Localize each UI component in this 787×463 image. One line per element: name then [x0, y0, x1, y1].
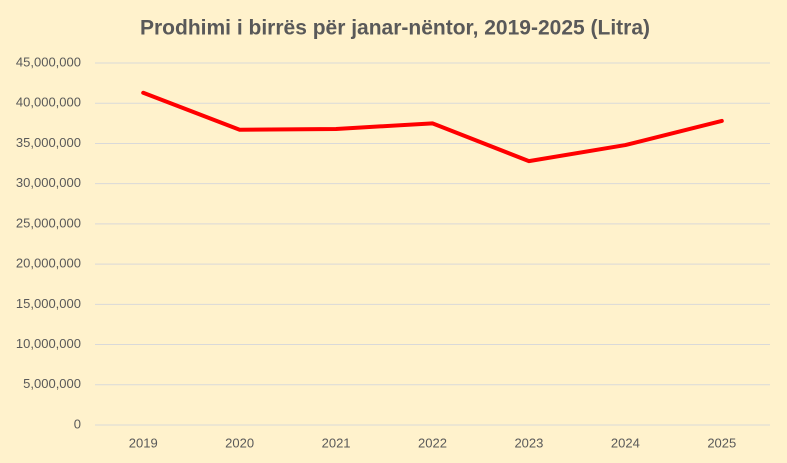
y-tick-label: 10,000,000 — [16, 336, 81, 351]
y-tick-label: 35,000,000 — [16, 135, 81, 150]
y-tick-label: 40,000,000 — [16, 95, 81, 110]
x-tick-label: 2021 — [322, 435, 351, 450]
x-tick-label: 2020 — [225, 435, 254, 450]
y-tick-label: 25,000,000 — [16, 215, 81, 230]
x-tick-label: 2024 — [611, 435, 640, 450]
x-tick-label: 2025 — [707, 435, 736, 450]
y-tick-label: 15,000,000 — [16, 296, 81, 311]
y-tick-label: 20,000,000 — [16, 256, 81, 271]
y-tick-label: 30,000,000 — [16, 175, 81, 190]
y-tick-label: 5,000,000 — [23, 376, 81, 391]
x-tick-label: 2019 — [129, 435, 158, 450]
y-tick-label: 0 — [74, 416, 81, 431]
y-tick-label: 45,000,000 — [16, 54, 81, 69]
chart-title: Prodhimi i birrës për janar-nëntor, 2019… — [140, 17, 650, 40]
x-tick-label: 2023 — [514, 435, 543, 450]
line-series — [141, 90, 724, 164]
x-tick-label: 2022 — [418, 435, 447, 450]
